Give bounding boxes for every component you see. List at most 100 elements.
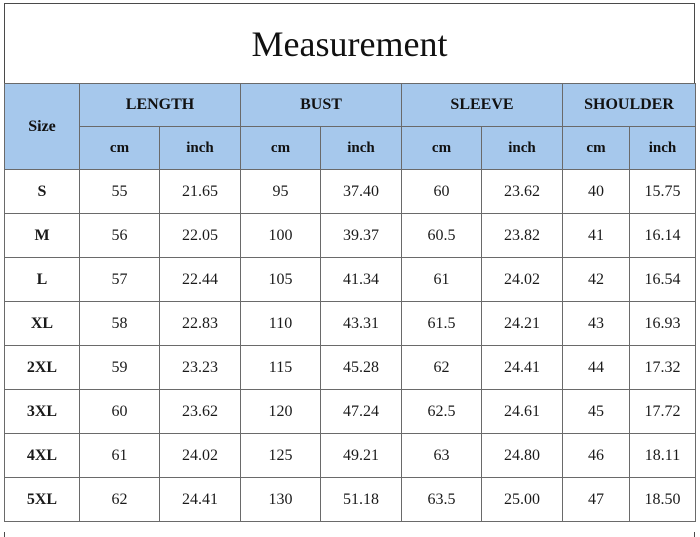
size-cell: 2XL — [4, 345, 80, 390]
value-cell: 42 — [562, 257, 630, 302]
value-cell: 40 — [562, 169, 630, 214]
value-cell: 60.5 — [401, 213, 482, 258]
size-cell: M — [4, 213, 80, 258]
size-column-header: Size — [4, 83, 80, 170]
size-cell: L — [4, 257, 80, 302]
value-cell: 24.80 — [481, 433, 563, 478]
value-cell: 44 — [562, 345, 630, 390]
size-cell: 5XL — [4, 477, 80, 522]
value-cell: 105 — [240, 257, 321, 302]
page-title: Measurement — [4, 3, 695, 83]
value-cell: 16.93 — [629, 301, 696, 346]
table-bottom-edge — [4, 532, 695, 537]
unit-header: cm — [240, 126, 321, 170]
value-cell: 43 — [562, 301, 630, 346]
value-cell: 24.02 — [481, 257, 563, 302]
value-cell: 16.14 — [629, 213, 696, 258]
value-cell: 15.75 — [629, 169, 696, 214]
value-cell: 24.61 — [481, 389, 563, 434]
unit-header: inch — [320, 126, 402, 170]
value-cell: 60 — [79, 389, 160, 434]
length-header: LENGTH — [79, 83, 241, 127]
table-row: L 57 22.44 105 41.34 61 24.02 42 16.54 — [4, 257, 696, 302]
value-cell: 24.02 — [159, 433, 241, 478]
unit-header: cm — [401, 126, 482, 170]
value-cell: 18.50 — [629, 477, 696, 522]
value-cell: 21.65 — [159, 169, 241, 214]
value-cell: 45 — [562, 389, 630, 434]
value-cell: 46 — [562, 433, 630, 478]
header-unit-row: cm inch cm inch cm inch cm inch — [5, 126, 696, 170]
value-cell: 24.41 — [481, 345, 563, 390]
value-cell: 120 — [240, 389, 321, 434]
value-cell: 41.34 — [320, 257, 402, 302]
value-cell: 110 — [240, 301, 321, 346]
unit-header: cm — [562, 126, 630, 170]
table-row: 2XL 59 23.23 115 45.28 62 24.41 44 17.32 — [4, 345, 696, 390]
value-cell: 58 — [79, 301, 160, 346]
value-cell: 23.23 — [159, 345, 241, 390]
value-cell: 37.40 — [320, 169, 402, 214]
value-cell: 60 — [401, 169, 482, 214]
value-cell: 115 — [240, 345, 321, 390]
value-cell: 55 — [79, 169, 160, 214]
unit-header: inch — [481, 126, 563, 170]
size-cell: 4XL — [4, 433, 80, 478]
header-group-row: Size LENGTH BUST SLEEVE SHOULDER — [4, 83, 696, 170]
value-cell: 22.83 — [159, 301, 241, 346]
value-cell: 22.44 — [159, 257, 241, 302]
value-cell: 125 — [240, 433, 321, 478]
unit-header: cm — [79, 126, 160, 170]
value-cell: 63.5 — [401, 477, 482, 522]
value-cell: 61.5 — [401, 301, 482, 346]
shoulder-header: SHOULDER — [562, 83, 696, 127]
value-cell: 17.72 — [629, 389, 696, 434]
table-row: 3XL 60 23.62 120 47.24 62.5 24.61 45 17.… — [4, 389, 696, 434]
table-header: Size LENGTH BUST SLEEVE SHOULDER cm inch… — [4, 83, 696, 170]
bust-header: BUST — [240, 83, 402, 127]
value-cell: 23.62 — [159, 389, 241, 434]
value-cell: 95 — [240, 169, 321, 214]
unit-header: inch — [629, 126, 696, 170]
value-cell: 25.00 — [481, 477, 563, 522]
value-cell: 39.37 — [320, 213, 402, 258]
value-cell: 41 — [562, 213, 630, 258]
value-cell: 24.21 — [481, 301, 563, 346]
size-cell: S — [4, 169, 80, 214]
value-cell: 61 — [401, 257, 482, 302]
value-cell: 23.62 — [481, 169, 563, 214]
value-cell: 61 — [79, 433, 160, 478]
value-cell: 130 — [240, 477, 321, 522]
value-cell: 47.24 — [320, 389, 402, 434]
table-row: 4XL 61 24.02 125 49.21 63 24.80 46 18.11 — [4, 433, 696, 478]
table-row: XL 58 22.83 110 43.31 61.5 24.21 43 16.9… — [4, 301, 696, 346]
value-cell: 18.11 — [629, 433, 696, 478]
value-cell: 62 — [79, 477, 160, 522]
value-cell: 16.54 — [629, 257, 696, 302]
value-cell: 100 — [240, 213, 321, 258]
table-row: S 55 21.65 95 37.40 60 23.62 40 15.75 — [4, 169, 696, 214]
value-cell: 59 — [79, 345, 160, 390]
table-body: S 55 21.65 95 37.40 60 23.62 40 15.75 M … — [4, 169, 696, 522]
value-cell: 57 — [79, 257, 160, 302]
size-cell: XL — [4, 301, 80, 346]
value-cell: 24.41 — [159, 477, 241, 522]
value-cell: 56 — [79, 213, 160, 258]
value-cell: 63 — [401, 433, 482, 478]
value-cell: 49.21 — [320, 433, 402, 478]
unit-header: inch — [159, 126, 241, 170]
value-cell: 23.82 — [481, 213, 563, 258]
table-row: M 56 22.05 100 39.37 60.5 23.82 41 16.14 — [4, 213, 696, 258]
table-row: 5XL 62 24.41 130 51.18 63.5 25.00 47 18.… — [4, 477, 696, 522]
value-cell: 17.32 — [629, 345, 696, 390]
size-chart-table: Size LENGTH BUST SLEEVE SHOULDER cm inch… — [4, 83, 696, 522]
value-cell: 43.31 — [320, 301, 402, 346]
value-cell: 62 — [401, 345, 482, 390]
size-cell: 3XL — [4, 389, 80, 434]
value-cell: 62.5 — [401, 389, 482, 434]
value-cell: 47 — [562, 477, 630, 522]
value-cell: 51.18 — [320, 477, 402, 522]
value-cell: 22.05 — [159, 213, 241, 258]
sleeve-header: SLEEVE — [401, 83, 563, 127]
value-cell: 45.28 — [320, 345, 402, 390]
